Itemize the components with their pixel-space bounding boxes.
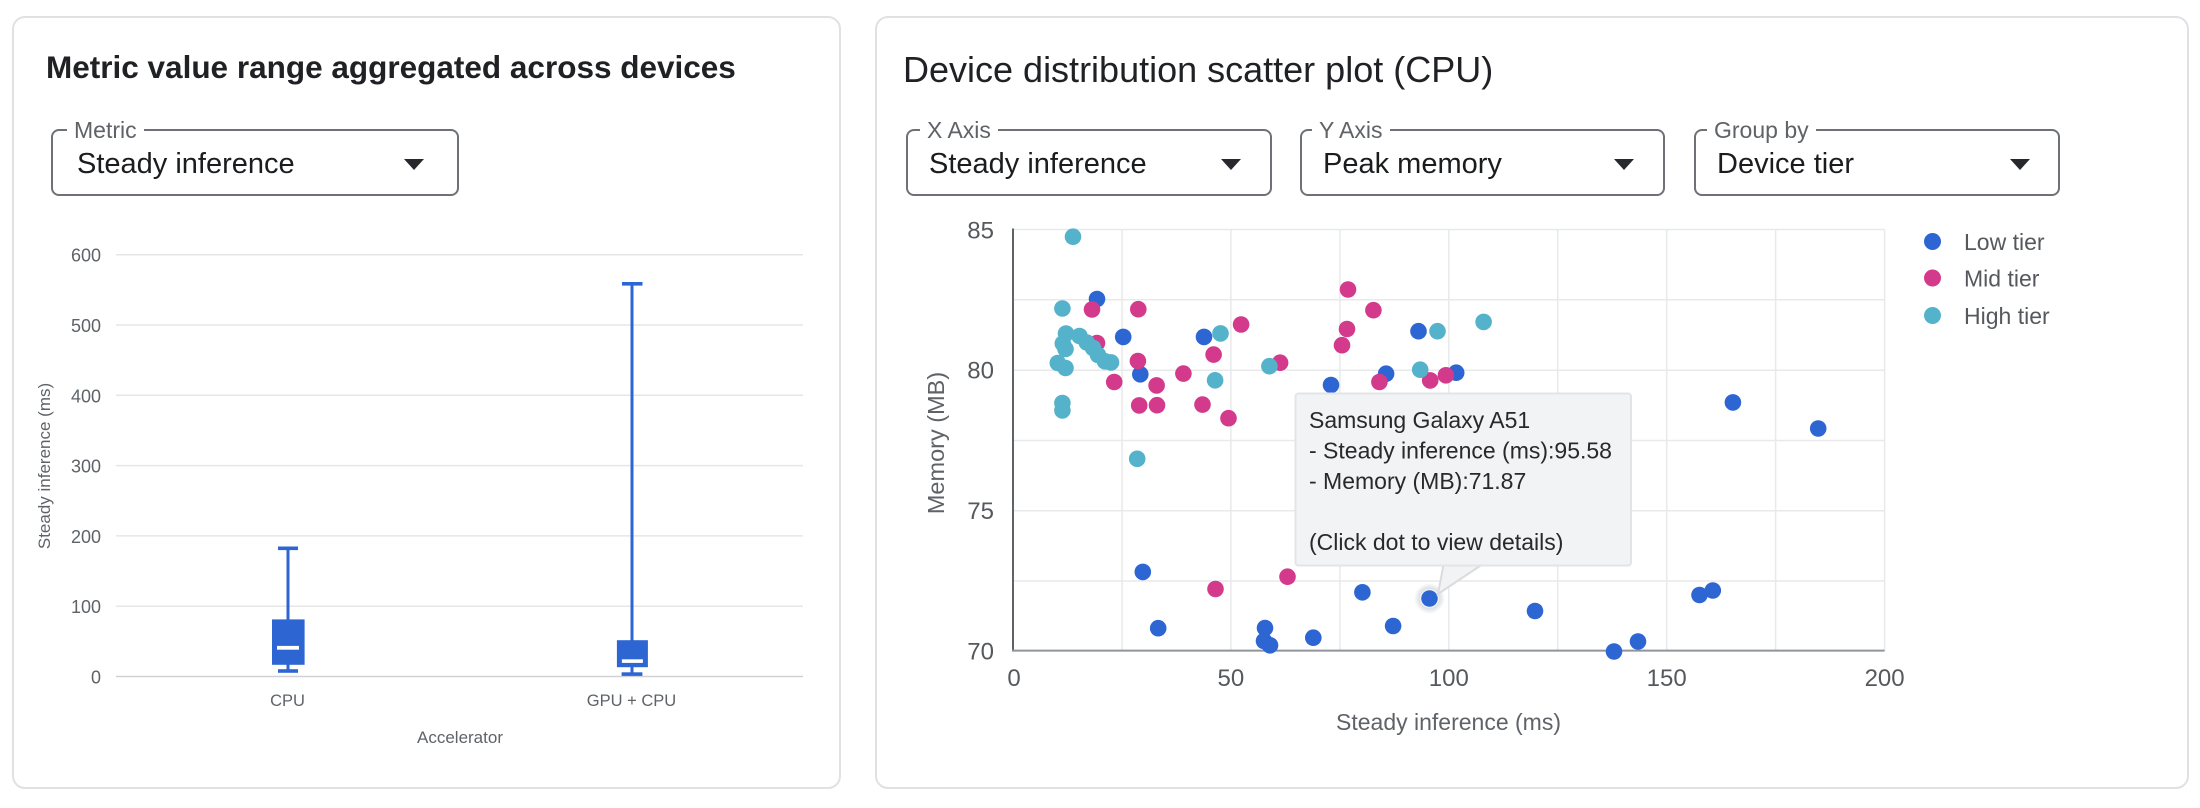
svg-text:Steady inference (ms): Steady inference (ms) bbox=[35, 383, 54, 549]
svg-text:Memory (MB): Memory (MB) bbox=[923, 372, 949, 514]
svg-text:Low tier: Low tier bbox=[1964, 229, 2045, 255]
svg-text:75: 75 bbox=[967, 498, 994, 525]
svg-text:0: 0 bbox=[1007, 665, 1020, 692]
svg-text:300: 300 bbox=[71, 457, 101, 477]
svg-text:200: 200 bbox=[1865, 665, 1905, 692]
svg-text:85: 85 bbox=[967, 218, 994, 245]
svg-text:0: 0 bbox=[91, 668, 101, 688]
svg-text:100: 100 bbox=[1429, 665, 1469, 692]
svg-text:Mid tier: Mid tier bbox=[1964, 266, 2040, 292]
svg-text:70: 70 bbox=[967, 639, 994, 666]
svg-text:150: 150 bbox=[1647, 665, 1687, 692]
svg-text:100: 100 bbox=[71, 597, 101, 617]
svg-text:- Steady inference (ms):95.58: - Steady inference (ms):95.58 bbox=[1309, 438, 1612, 464]
svg-text:High tier: High tier bbox=[1964, 303, 2050, 329]
svg-text:200: 200 bbox=[71, 527, 101, 547]
svg-text:500: 500 bbox=[71, 316, 101, 336]
svg-text:Accelerator: Accelerator bbox=[417, 728, 503, 747]
svg-text:400: 400 bbox=[71, 386, 101, 406]
svg-text:(Click dot to view details): (Click dot to view details) bbox=[1309, 529, 1563, 555]
svg-text:GPU + CPU: GPU + CPU bbox=[587, 692, 676, 710]
svg-text:600: 600 bbox=[71, 246, 101, 266]
svg-text:Steady inference (ms): Steady inference (ms) bbox=[1336, 709, 1561, 735]
svg-text:- Memory (MB):71.87: - Memory (MB):71.87 bbox=[1309, 468, 1526, 494]
svg-text:CPU: CPU bbox=[270, 692, 305, 710]
svg-text:Samsung Galaxy A51: Samsung Galaxy A51 bbox=[1309, 407, 1530, 433]
svg-text:80: 80 bbox=[967, 357, 994, 384]
svg-text:50: 50 bbox=[1218, 665, 1245, 692]
